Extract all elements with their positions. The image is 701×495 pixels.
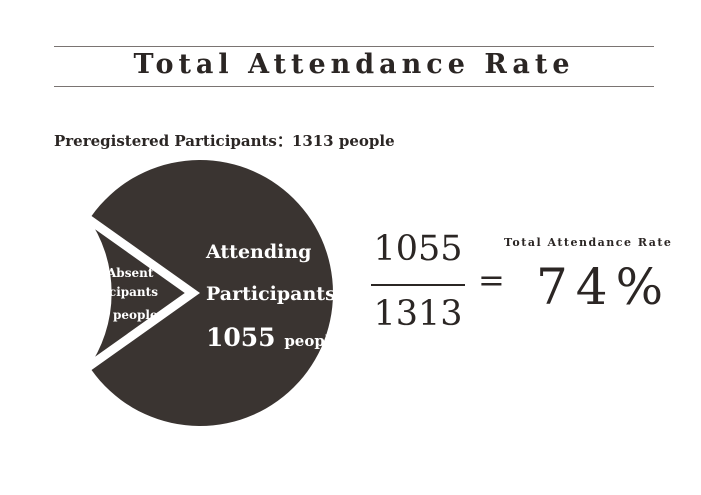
attending-label-line2: Participants	[206, 283, 336, 305]
pie-slice-attending	[91, 160, 333, 426]
equals-sign: =	[478, 261, 505, 299]
attending-count-unit: people	[284, 332, 341, 350]
fraction-numerator: 1055	[373, 229, 463, 269]
pie-svg	[82, 160, 333, 426]
page-title: Total Attendance Rate	[133, 49, 575, 80]
fraction-denominator: 1313	[373, 294, 463, 334]
attending-count-value: 1055	[206, 323, 276, 352]
absent-count-label: 258 people	[74, 304, 158, 323]
rate-result-label: Total Attendance Rate	[504, 236, 673, 249]
attending-count-label: 1055 people	[206, 323, 340, 352]
title-bottom-rule	[54, 86, 654, 87]
fraction-bar	[371, 284, 465, 286]
absent-label-line1: Absent	[107, 266, 154, 280]
rate-result-value: 74%	[536, 258, 672, 316]
absent-count-unit: people	[112, 308, 158, 322]
absent-label-line2: Participants	[76, 285, 158, 299]
preregistered-summary: Preregistered Participants：1313 people	[54, 132, 395, 150]
title-top-rule	[54, 46, 654, 47]
pie-slice-absent	[82, 215, 196, 371]
attending-label-line1: Attending	[206, 241, 312, 263]
attendance-pie-chart	[60, 158, 340, 438]
absent-count-value: 258	[74, 304, 108, 323]
